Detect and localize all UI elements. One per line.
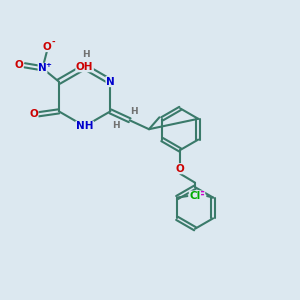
- Text: O: O: [14, 60, 23, 70]
- Text: H: H: [82, 50, 90, 59]
- Text: F: F: [198, 191, 205, 201]
- Text: O: O: [176, 164, 184, 174]
- Text: NH: NH: [76, 121, 93, 131]
- Text: OH: OH: [76, 62, 93, 72]
- Text: N: N: [38, 63, 47, 73]
- Text: O: O: [43, 42, 51, 52]
- Text: O: O: [29, 109, 38, 119]
- Text: Cl: Cl: [189, 191, 200, 201]
- Text: H: H: [130, 107, 138, 116]
- Text: +: +: [45, 62, 51, 68]
- Text: H: H: [112, 121, 119, 130]
- Text: N: N: [106, 76, 115, 87]
- Text: -: -: [52, 38, 55, 46]
